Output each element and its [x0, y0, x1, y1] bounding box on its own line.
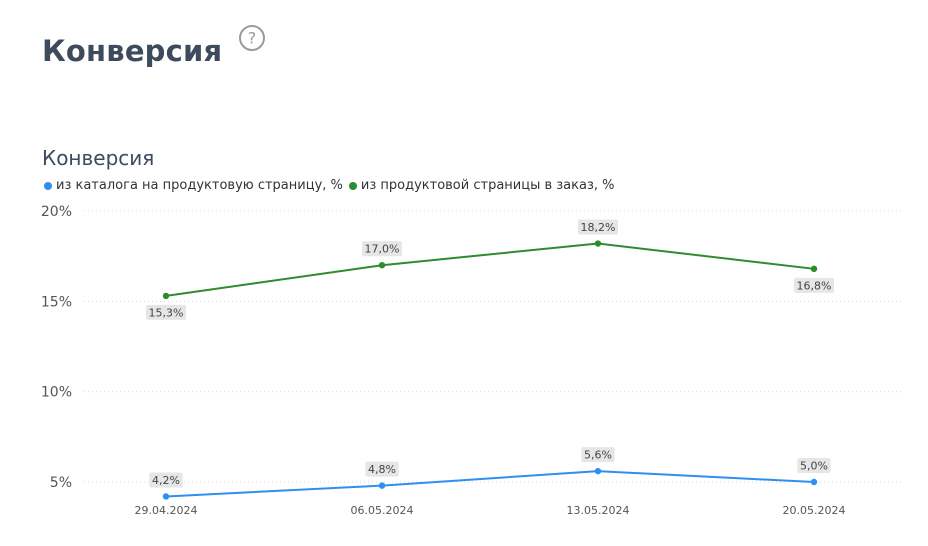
data-label: 5,6% [584, 449, 612, 462]
x-tick-label: 29.04.2024 [135, 504, 198, 517]
series-line [165, 470, 815, 498]
chart-title: Конверсия [42, 146, 155, 170]
legend-marker-order [348, 181, 357, 190]
data-label: 18,2% [581, 221, 616, 234]
y-tick-label: 20% [41, 204, 72, 220]
data-label-bg [149, 472, 183, 488]
svg-text:?: ? [248, 29, 257, 48]
data-point [378, 262, 386, 269]
y-tick-label: 10% [41, 385, 72, 401]
data-label: 4,8% [368, 463, 396, 476]
page-title: Конверсия [42, 34, 223, 68]
data-point [162, 292, 170, 300]
y-tick-label: 5% [50, 475, 72, 491]
chart-legend: из каталога на продуктовую страницу, % и… [42, 178, 615, 193]
question-circle-icon[interactable]: ? [238, 24, 266, 52]
data-label-bg [365, 461, 399, 477]
data-label: 15,3% [149, 306, 184, 319]
y-tick-label: 15% [41, 294, 72, 310]
x-tick-label: 06.05.2024 [351, 504, 414, 517]
legend-item-order[interactable]: из продуктовой страницы в заказ, % [347, 178, 615, 193]
data-label-bg [146, 304, 186, 320]
data-point [594, 240, 602, 247]
data-point [378, 482, 386, 489]
x-tick-label: 20.05.2024 [783, 504, 846, 517]
legend-marker-catalog [44, 181, 52, 190]
data-label-bg [797, 458, 831, 473]
data-point [810, 478, 818, 486]
data-label: 17,0% [365, 243, 400, 256]
legend-item-catalog[interactable]: из каталога на продуктовую страницу, % [42, 178, 343, 193]
data-label-bg [578, 219, 618, 235]
data-point [594, 467, 602, 475]
x-tick-label: 13.05.2024 [567, 504, 630, 517]
data-label: 4,2% [152, 474, 180, 487]
data-point [810, 265, 818, 273]
data-label-bg [581, 447, 615, 463]
data-label-bg [794, 277, 834, 293]
data-point [162, 493, 170, 500]
data-label: 5,0% [800, 460, 828, 473]
legend-label-catalog: из каталога на продуктовую страницу, % [56, 178, 343, 193]
legend-label-order: из продуктовой страницы в заказ, % [360, 178, 615, 193]
data-label: 16,8% [797, 279, 832, 292]
data-label-bg [362, 241, 402, 257]
series-line [165, 242, 815, 297]
